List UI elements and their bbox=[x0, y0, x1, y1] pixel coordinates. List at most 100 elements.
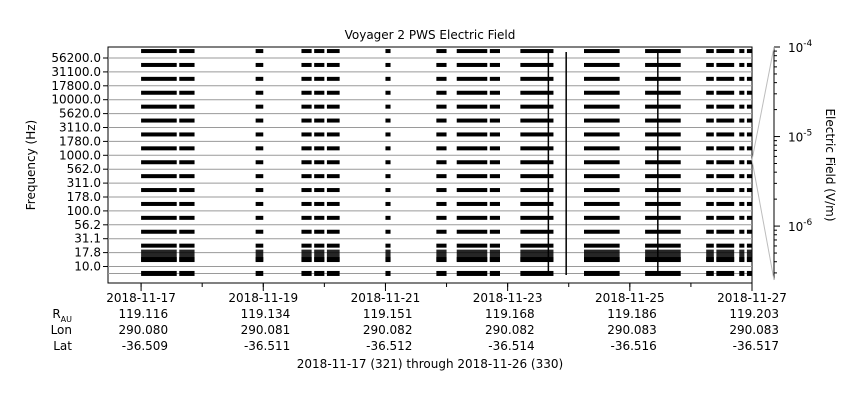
data-segment bbox=[436, 188, 447, 193]
data-segment bbox=[326, 270, 340, 276]
data-segment bbox=[456, 118, 488, 123]
data-segment bbox=[301, 201, 312, 206]
ephemeris-value: -36.516 bbox=[610, 339, 656, 353]
data-segment bbox=[385, 215, 391, 220]
ephemeris-value: 290.083 bbox=[607, 323, 657, 337]
data-segment bbox=[739, 229, 745, 234]
x-tick-label: 2018-11-19 bbox=[228, 291, 298, 305]
data-segment bbox=[301, 90, 312, 95]
y-axis-label: Frequency (Hz) bbox=[24, 120, 38, 211]
data-segment bbox=[706, 118, 714, 123]
data-segment bbox=[255, 249, 264, 262]
data-segment bbox=[520, 229, 554, 234]
data-segment bbox=[456, 90, 488, 95]
data-segment bbox=[489, 49, 500, 54]
data-segment bbox=[739, 201, 745, 206]
data-segment bbox=[746, 188, 752, 193]
data-segment bbox=[645, 49, 681, 54]
data-segment bbox=[716, 249, 735, 262]
data-segment bbox=[739, 243, 745, 248]
data-segment bbox=[141, 62, 177, 67]
data-segment bbox=[436, 249, 447, 262]
data-segment bbox=[520, 215, 554, 220]
data-segment bbox=[739, 270, 745, 276]
data-segment bbox=[436, 270, 447, 276]
data-segment bbox=[746, 201, 752, 206]
data-segment bbox=[385, 62, 391, 67]
data-segment bbox=[520, 76, 554, 81]
data-segment bbox=[520, 160, 554, 165]
data-segment bbox=[456, 160, 488, 165]
data-segment bbox=[385, 49, 391, 54]
data-segment bbox=[326, 49, 340, 54]
data-segment bbox=[489, 132, 500, 137]
data-segment bbox=[706, 49, 714, 54]
data-segment bbox=[301, 160, 312, 165]
data-segment bbox=[179, 270, 195, 276]
data-segment bbox=[326, 146, 340, 151]
data-segment bbox=[489, 160, 500, 165]
data-segment bbox=[489, 146, 500, 151]
data-segment bbox=[584, 62, 620, 67]
data-segment bbox=[436, 132, 447, 137]
data-segment bbox=[179, 146, 195, 151]
row-label-lon: Lon bbox=[51, 323, 72, 337]
data-segment bbox=[456, 188, 488, 193]
data-segment bbox=[645, 174, 681, 179]
data-segment bbox=[706, 243, 714, 248]
data-segment bbox=[520, 146, 554, 151]
data-segment bbox=[179, 215, 195, 220]
data-segment bbox=[179, 76, 195, 81]
ephemeris-value: -36.509 bbox=[122, 339, 168, 353]
data-segment bbox=[314, 229, 325, 234]
data-segment bbox=[436, 243, 447, 248]
data-segment bbox=[456, 270, 488, 276]
ephemeris-value: 290.082 bbox=[485, 323, 535, 337]
data-segment bbox=[645, 160, 681, 165]
data-segment bbox=[456, 215, 488, 220]
data-segment bbox=[584, 49, 620, 54]
data-segment bbox=[314, 201, 325, 206]
data-segment bbox=[489, 249, 500, 262]
data-segment bbox=[141, 229, 177, 234]
data-segment bbox=[301, 215, 312, 220]
chart-title: Voyager 2 PWS Electric Field bbox=[345, 28, 516, 42]
data-segment bbox=[314, 118, 325, 123]
data-segment bbox=[436, 104, 447, 109]
data-segment bbox=[385, 160, 391, 165]
data-segment bbox=[746, 174, 752, 179]
data-segment bbox=[645, 201, 681, 206]
data-segment bbox=[520, 201, 554, 206]
data-segment bbox=[706, 160, 714, 165]
data-segment bbox=[584, 90, 620, 95]
data-segment bbox=[746, 215, 752, 220]
data-segment bbox=[326, 104, 340, 109]
data-segment bbox=[645, 62, 681, 67]
data-segment bbox=[584, 160, 620, 165]
data-segment bbox=[385, 174, 391, 179]
data-segment bbox=[385, 132, 391, 137]
data-segment bbox=[314, 49, 325, 54]
data-segment bbox=[645, 146, 681, 151]
data-segment bbox=[520, 243, 554, 248]
ephemeris-value: 119.116 bbox=[118, 307, 168, 321]
data-segment bbox=[456, 62, 488, 67]
data-segment bbox=[301, 118, 312, 123]
data-segment bbox=[584, 104, 620, 109]
data-segment bbox=[739, 62, 745, 67]
y-tick-label: 5620.0 bbox=[59, 107, 101, 121]
data-segment bbox=[746, 49, 752, 54]
data-segment bbox=[520, 104, 554, 109]
data-segment bbox=[255, 132, 264, 137]
colorbar-tick-exponent: -4 bbox=[803, 39, 812, 49]
data-segment bbox=[326, 62, 340, 67]
data-segment bbox=[314, 249, 325, 262]
data-segment bbox=[520, 174, 554, 179]
data-segment bbox=[584, 215, 620, 220]
data-segment bbox=[645, 118, 681, 123]
data-segment bbox=[179, 132, 195, 137]
data-segment bbox=[255, 104, 264, 109]
colorbar-connector bbox=[751, 46, 775, 161]
data-segment bbox=[326, 188, 340, 193]
